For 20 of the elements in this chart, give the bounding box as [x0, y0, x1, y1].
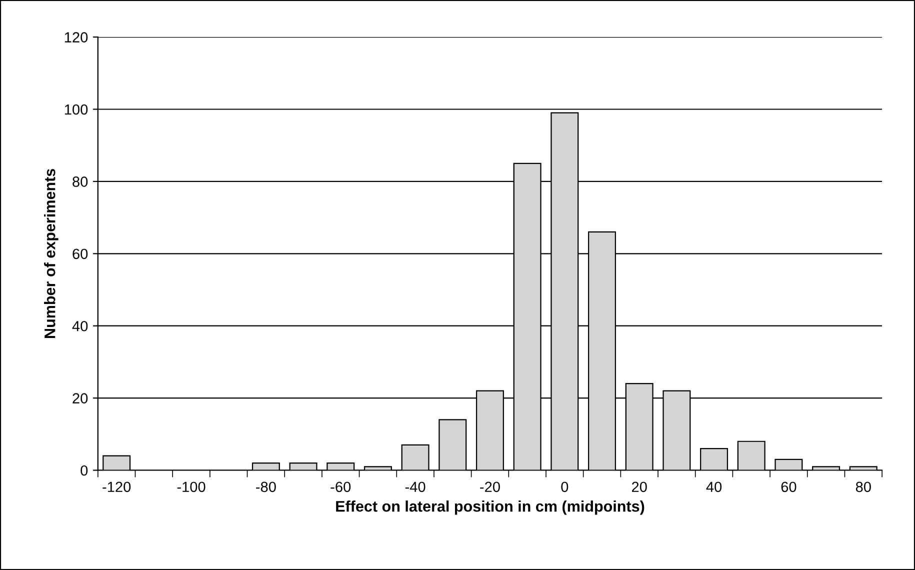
x-axis-title: Effect on lateral position in cm (midpoints): [336, 500, 644, 515]
x-tick-label: 80: [856, 482, 871, 492]
y-tick-label: 60: [72, 248, 88, 260]
y-tick-label: 0: [80, 465, 88, 476]
x-tick-label: -100: [177, 482, 206, 492]
x-tick-label: 20: [632, 482, 647, 492]
y-axis-title: Number of experiments: [44, 168, 58, 338]
x-tick-label: -20: [480, 482, 500, 492]
y-tick-label: 80: [72, 176, 88, 187]
x-tick-label: -120: [102, 482, 131, 492]
y-tick-label: 100: [64, 104, 88, 115]
x-tick-label: 60: [781, 482, 796, 492]
x-tick-label: -40: [405, 482, 426, 492]
x-tick-label: -60: [330, 482, 351, 492]
x-tick-label: 40: [706, 482, 722, 492]
y-tick-label: 40: [72, 320, 88, 332]
x-tick-label: 0: [561, 482, 568, 492]
y-tick-label: 120: [64, 32, 88, 42]
x-tick-label: -80: [256, 482, 276, 492]
y-tick-label: 20: [72, 393, 88, 404]
